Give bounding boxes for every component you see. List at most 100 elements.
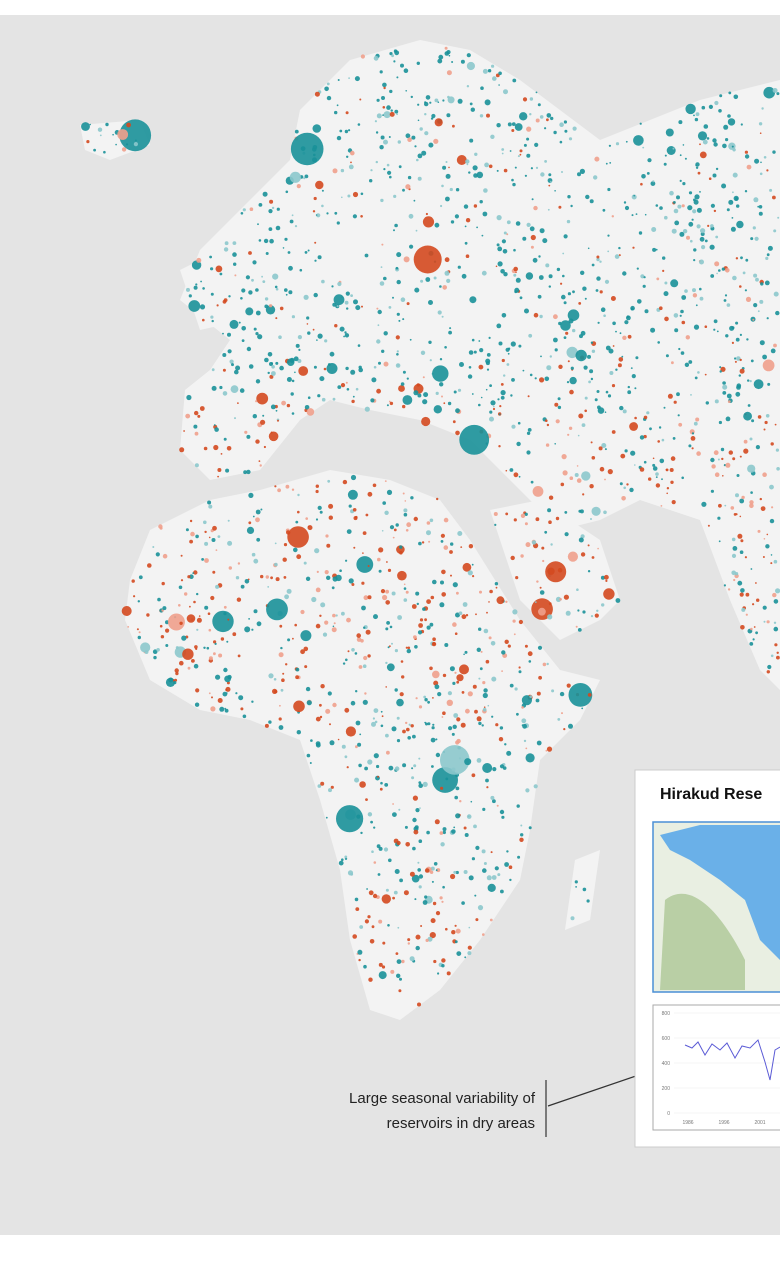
reservoir-dot: [578, 537, 584, 543]
reservoir-dot: [155, 552, 160, 557]
reservoir-dot: [383, 139, 388, 145]
reservoir-dot: [424, 131, 429, 136]
reservoir-dot: [577, 609, 580, 612]
reservoir-dot: [304, 174, 309, 179]
reservoir-dot: [757, 205, 760, 208]
reservoir-dot: [715, 235, 719, 239]
reservoir-dot: [430, 918, 436, 924]
reservoir-dot: [520, 824, 523, 827]
reservoir-dot: [434, 819, 440, 825]
reservoir-dot: [185, 413, 191, 419]
reservoir-dot: [622, 271, 627, 276]
reservoir-dot: [334, 324, 338, 328]
reservoir-dot: [773, 559, 778, 564]
reservoir-dot: [569, 476, 574, 481]
reservoir-dot: [559, 598, 562, 601]
reservoir-dot: [538, 607, 546, 616]
reservoir-dot: [468, 366, 472, 369]
reservoir-dot: [315, 741, 321, 746]
reservoir-dot: [618, 254, 621, 257]
reservoir-dot: [430, 866, 435, 871]
reservoir-dot: [692, 288, 696, 293]
reservoir-dot: [759, 172, 763, 176]
reservoir-dot: [419, 807, 421, 809]
reservoir-dot: [419, 618, 424, 622]
reservoir-dot: [322, 632, 328, 637]
reservoir-dot: [402, 318, 405, 321]
reservoir-dot: [776, 467, 780, 471]
reservoir-dot: [467, 691, 473, 697]
reservoir-dot: [760, 506, 766, 511]
reservoir-dot: [157, 597, 161, 602]
reservoir-dot: [357, 123, 361, 126]
reservoir-dot: [431, 113, 436, 119]
reservoir-dot: [667, 393, 673, 399]
reservoir-dot: [327, 479, 331, 483]
reservoir-dot: [717, 516, 721, 520]
reservoir-dot: [539, 586, 542, 589]
reservoir-dot: [459, 362, 464, 367]
reservoir-dot: [251, 552, 256, 557]
reservoir-dot: [190, 531, 195, 537]
reservoir-dot: [362, 699, 368, 705]
reservoir-dot: [242, 714, 247, 719]
reservoir-dot: [770, 442, 774, 446]
reservoir-dot: [763, 620, 766, 623]
reservoir-dot: [417, 393, 422, 398]
reservoir-dot: [672, 147, 675, 150]
reservoir-dot: [241, 339, 245, 342]
reservoir-dot: [451, 61, 454, 63]
reservoir-dot: [240, 212, 244, 215]
reservoir-dot: [398, 319, 401, 322]
reservoir-dot: [252, 414, 257, 419]
reservoir-dot: [248, 492, 254, 498]
reservoir-dot: [456, 680, 460, 684]
reservoir-dot: [673, 201, 676, 204]
landmass: [125, 470, 600, 1020]
reservoir-dot: [344, 129, 349, 134]
inset-y-tick: 0: [667, 1111, 670, 1117]
reservoir-dot: [563, 120, 568, 124]
reservoir-dot: [713, 450, 719, 456]
reservoir-dot: [275, 361, 279, 365]
reservoir-dot: [723, 124, 729, 130]
reservoir-dot: [457, 388, 462, 392]
reservoir-dot: [767, 664, 772, 670]
reservoir-dot: [740, 625, 745, 630]
reservoir-dot: [563, 594, 570, 600]
reservoir-dot: [647, 158, 652, 163]
reservoir-dot: [476, 758, 482, 763]
reservoir-dot: [471, 393, 474, 395]
reservoir-dot: [436, 868, 441, 873]
reservoir-dot: [666, 146, 676, 155]
reservoir-dot: [672, 437, 676, 440]
reservoir-dot: [529, 226, 535, 232]
reservoir-dot: [485, 361, 490, 366]
reservoir-dot: [348, 504, 352, 508]
reservoir-dot: [548, 495, 554, 500]
reservoir-dot: [582, 610, 586, 614]
reservoir-dot: [618, 357, 624, 362]
reservoir-dot: [760, 161, 762, 164]
reservoir-dot: [286, 530, 291, 535]
reservoir-dot: [694, 117, 699, 122]
reservoir-dot: [478, 677, 481, 680]
reservoir-dot: [450, 220, 455, 224]
reservoir-dot: [750, 491, 753, 494]
reservoir-dot: [719, 94, 723, 98]
reservoir-dot: [275, 225, 281, 231]
reservoir-dot: [174, 668, 179, 673]
reservoir-dot: [306, 316, 310, 320]
reservoir-dot: [545, 263, 550, 268]
reservoir-dot: [510, 555, 515, 561]
reservoir-dot: [498, 71, 502, 76]
reservoir-dot: [446, 50, 451, 55]
reservoir-dot: [763, 86, 775, 99]
reservoir-dot: [303, 646, 309, 652]
reservoir-dot: [284, 237, 288, 241]
reservoir-dot: [414, 898, 417, 901]
reservoir-dot: [158, 524, 163, 529]
reservoir-dot: [210, 292, 214, 296]
reservoir-dot: [725, 268, 730, 273]
reservoir-dot: [398, 989, 402, 993]
